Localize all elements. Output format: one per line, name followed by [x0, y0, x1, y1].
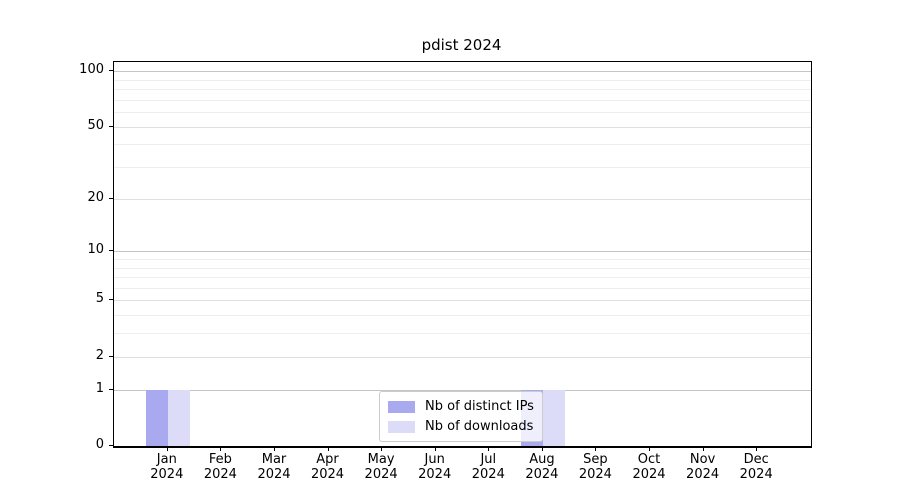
- y-gridline: [114, 198, 811, 200]
- bar-downloads: [542, 389, 565, 446]
- legend: Nb of distinct IPs Nb of downloads: [379, 391, 543, 442]
- x-tick-label: Oct 2024: [632, 452, 666, 482]
- chart-title: pdist 2024: [421, 36, 502, 54]
- y-minor-gridline: [114, 167, 811, 168]
- y-gridline: [114, 389, 811, 391]
- y-tick-mark: [109, 355, 113, 357]
- plot-area: Nb of distinct IPs Nb of downloads: [113, 61, 812, 448]
- y-minor-gridline: [114, 277, 811, 278]
- bar-distinct-ips: [145, 389, 168, 446]
- y-tick-mark: [109, 70, 113, 71]
- x-tick-mark: [541, 447, 543, 451]
- x-tick-mark: [434, 447, 436, 451]
- y-minor-gridline: [114, 333, 811, 335]
- y-tick-label: 20: [87, 189, 104, 205]
- x-tick-mark: [327, 447, 329, 451]
- y-minor-gridline: [114, 99, 811, 101]
- x-tick-mark: [595, 447, 597, 451]
- y-minor-gridline: [114, 144, 811, 146]
- x-tick-mark: [702, 447, 704, 451]
- legend-swatch-downloads-icon: [388, 420, 415, 433]
- x-tick-label: May 2024: [364, 452, 398, 482]
- x-tick-label: Aug 2024: [525, 452, 559, 482]
- x-tick-label: Mar 2024: [257, 452, 291, 482]
- legend-item-distinct-ips: Nb of distinct IPs: [388, 398, 534, 415]
- legend-swatch-distinct-ips-icon: [388, 400, 415, 413]
- y-gridline: [114, 356, 811, 358]
- y-tick-label: 2: [95, 347, 104, 363]
- x-tick-mark: [166, 447, 168, 451]
- y-minor-gridline: [114, 287, 811, 289]
- legend-item-downloads: Nb of downloads: [388, 418, 534, 435]
- x-tick-label: Jan 2024: [150, 452, 184, 482]
- y-tick-label: 50: [87, 117, 104, 133]
- x-tick-mark: [649, 447, 650, 451]
- y-tick-label: 10: [87, 242, 104, 258]
- y-tick-mark: [109, 197, 113, 199]
- x-tick-mark: [488, 447, 490, 451]
- y-tick-mark: [109, 445, 113, 446]
- y-tick-mark: [109, 299, 113, 301]
- y-tick-label: 0: [95, 437, 104, 452]
- y-tick-mark: [109, 125, 113, 127]
- x-tick-label: Dec 2024: [739, 452, 773, 482]
- y-tick-mark: [109, 250, 113, 252]
- y-minor-gridline: [114, 258, 811, 260]
- x-tick-mark: [381, 447, 383, 451]
- y-minor-gridline: [114, 315, 811, 317]
- y-tick-label: 1: [95, 380, 104, 396]
- bar-downloads: [167, 389, 190, 446]
- x-tick-label: Jul 2024: [471, 452, 505, 482]
- x-tick-mark: [274, 447, 275, 451]
- x-tick-label: Jun 2024: [418, 452, 452, 482]
- x-tick-mark: [756, 447, 758, 451]
- y-gridline: [114, 71, 811, 72]
- legend-label-downloads: Nb of downloads: [425, 419, 534, 434]
- y-gridline: [114, 251, 811, 253]
- y-tick-label: 100: [79, 62, 104, 77]
- x-tick-label: Feb 2024: [203, 452, 237, 482]
- y-gridline: [114, 126, 811, 128]
- x-tick-label: Nov 2024: [686, 452, 720, 482]
- y-tick-mark: [109, 388, 113, 390]
- x-tick-mark: [220, 447, 222, 451]
- y-minor-gridline: [114, 267, 811, 269]
- x-tick-label: Sep 2024: [578, 452, 612, 482]
- legend-label-distinct-ips: Nb of distinct IPs: [425, 399, 534, 414]
- y-tick-label: 5: [95, 291, 104, 307]
- y-minor-gridline: [114, 88, 811, 90]
- x-tick-label: Apr 2024: [310, 452, 345, 482]
- y-minor-gridline: [114, 112, 811, 113]
- y-gridline: [114, 300, 811, 302]
- y-minor-gridline: [114, 79, 811, 81]
